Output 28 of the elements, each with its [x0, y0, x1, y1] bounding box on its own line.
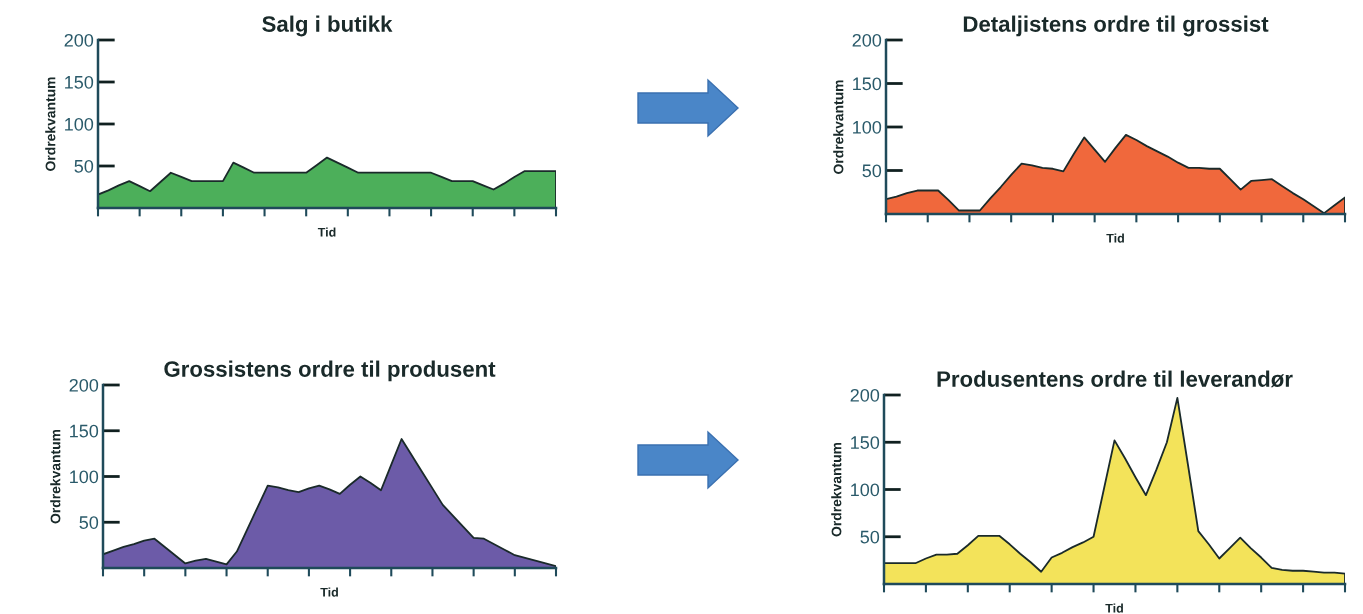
y-tick-label: 200 [850, 388, 880, 402]
y-tick-label: 50 [79, 516, 99, 529]
x-axis-title: Tid [1106, 233, 1124, 243]
y-tick-label: 100 [853, 120, 882, 134]
chart-title: Salg i butikk [262, 15, 393, 37]
y-tick-label: 100 [65, 117, 94, 131]
x-axis-title: Tid [320, 587, 338, 597]
y-tick-label: 150 [851, 436, 880, 449]
x-axis-title: Tid [1105, 603, 1123, 613]
y-tick-label: 200 [64, 33, 94, 47]
y-tick-label: 150 [65, 75, 94, 89]
chart-title: Produsentens ordre til leverandør [937, 370, 1293, 388]
chart-title: Grossistens ordre til produsent [164, 360, 496, 382]
y-tick-label: 50 [862, 164, 882, 178]
chart-title: Detaljistens ordre til grossist [963, 15, 1269, 37]
y-axis-title: Ordrekvantum [831, 442, 842, 537]
y-tick-label: 50 [860, 530, 880, 544]
y-axis-title: Ordrekvantum [833, 80, 844, 174]
y-tick-label: 100 [851, 483, 880, 497]
y-tick-label: 200 [69, 378, 99, 392]
y-tick-label: 150 [853, 77, 882, 91]
y-tick-label: 200 [852, 33, 882, 47]
x-axis-title: Tid [317, 227, 336, 237]
y-tick-label: 150 [70, 424, 99, 438]
y-axis-title: Ordrekvantum [50, 429, 61, 524]
y-tick-label: 100 [70, 470, 99, 484]
y-tick-label: 50 [74, 159, 94, 173]
y-axis-title: Ordrekvantum [45, 77, 56, 171]
